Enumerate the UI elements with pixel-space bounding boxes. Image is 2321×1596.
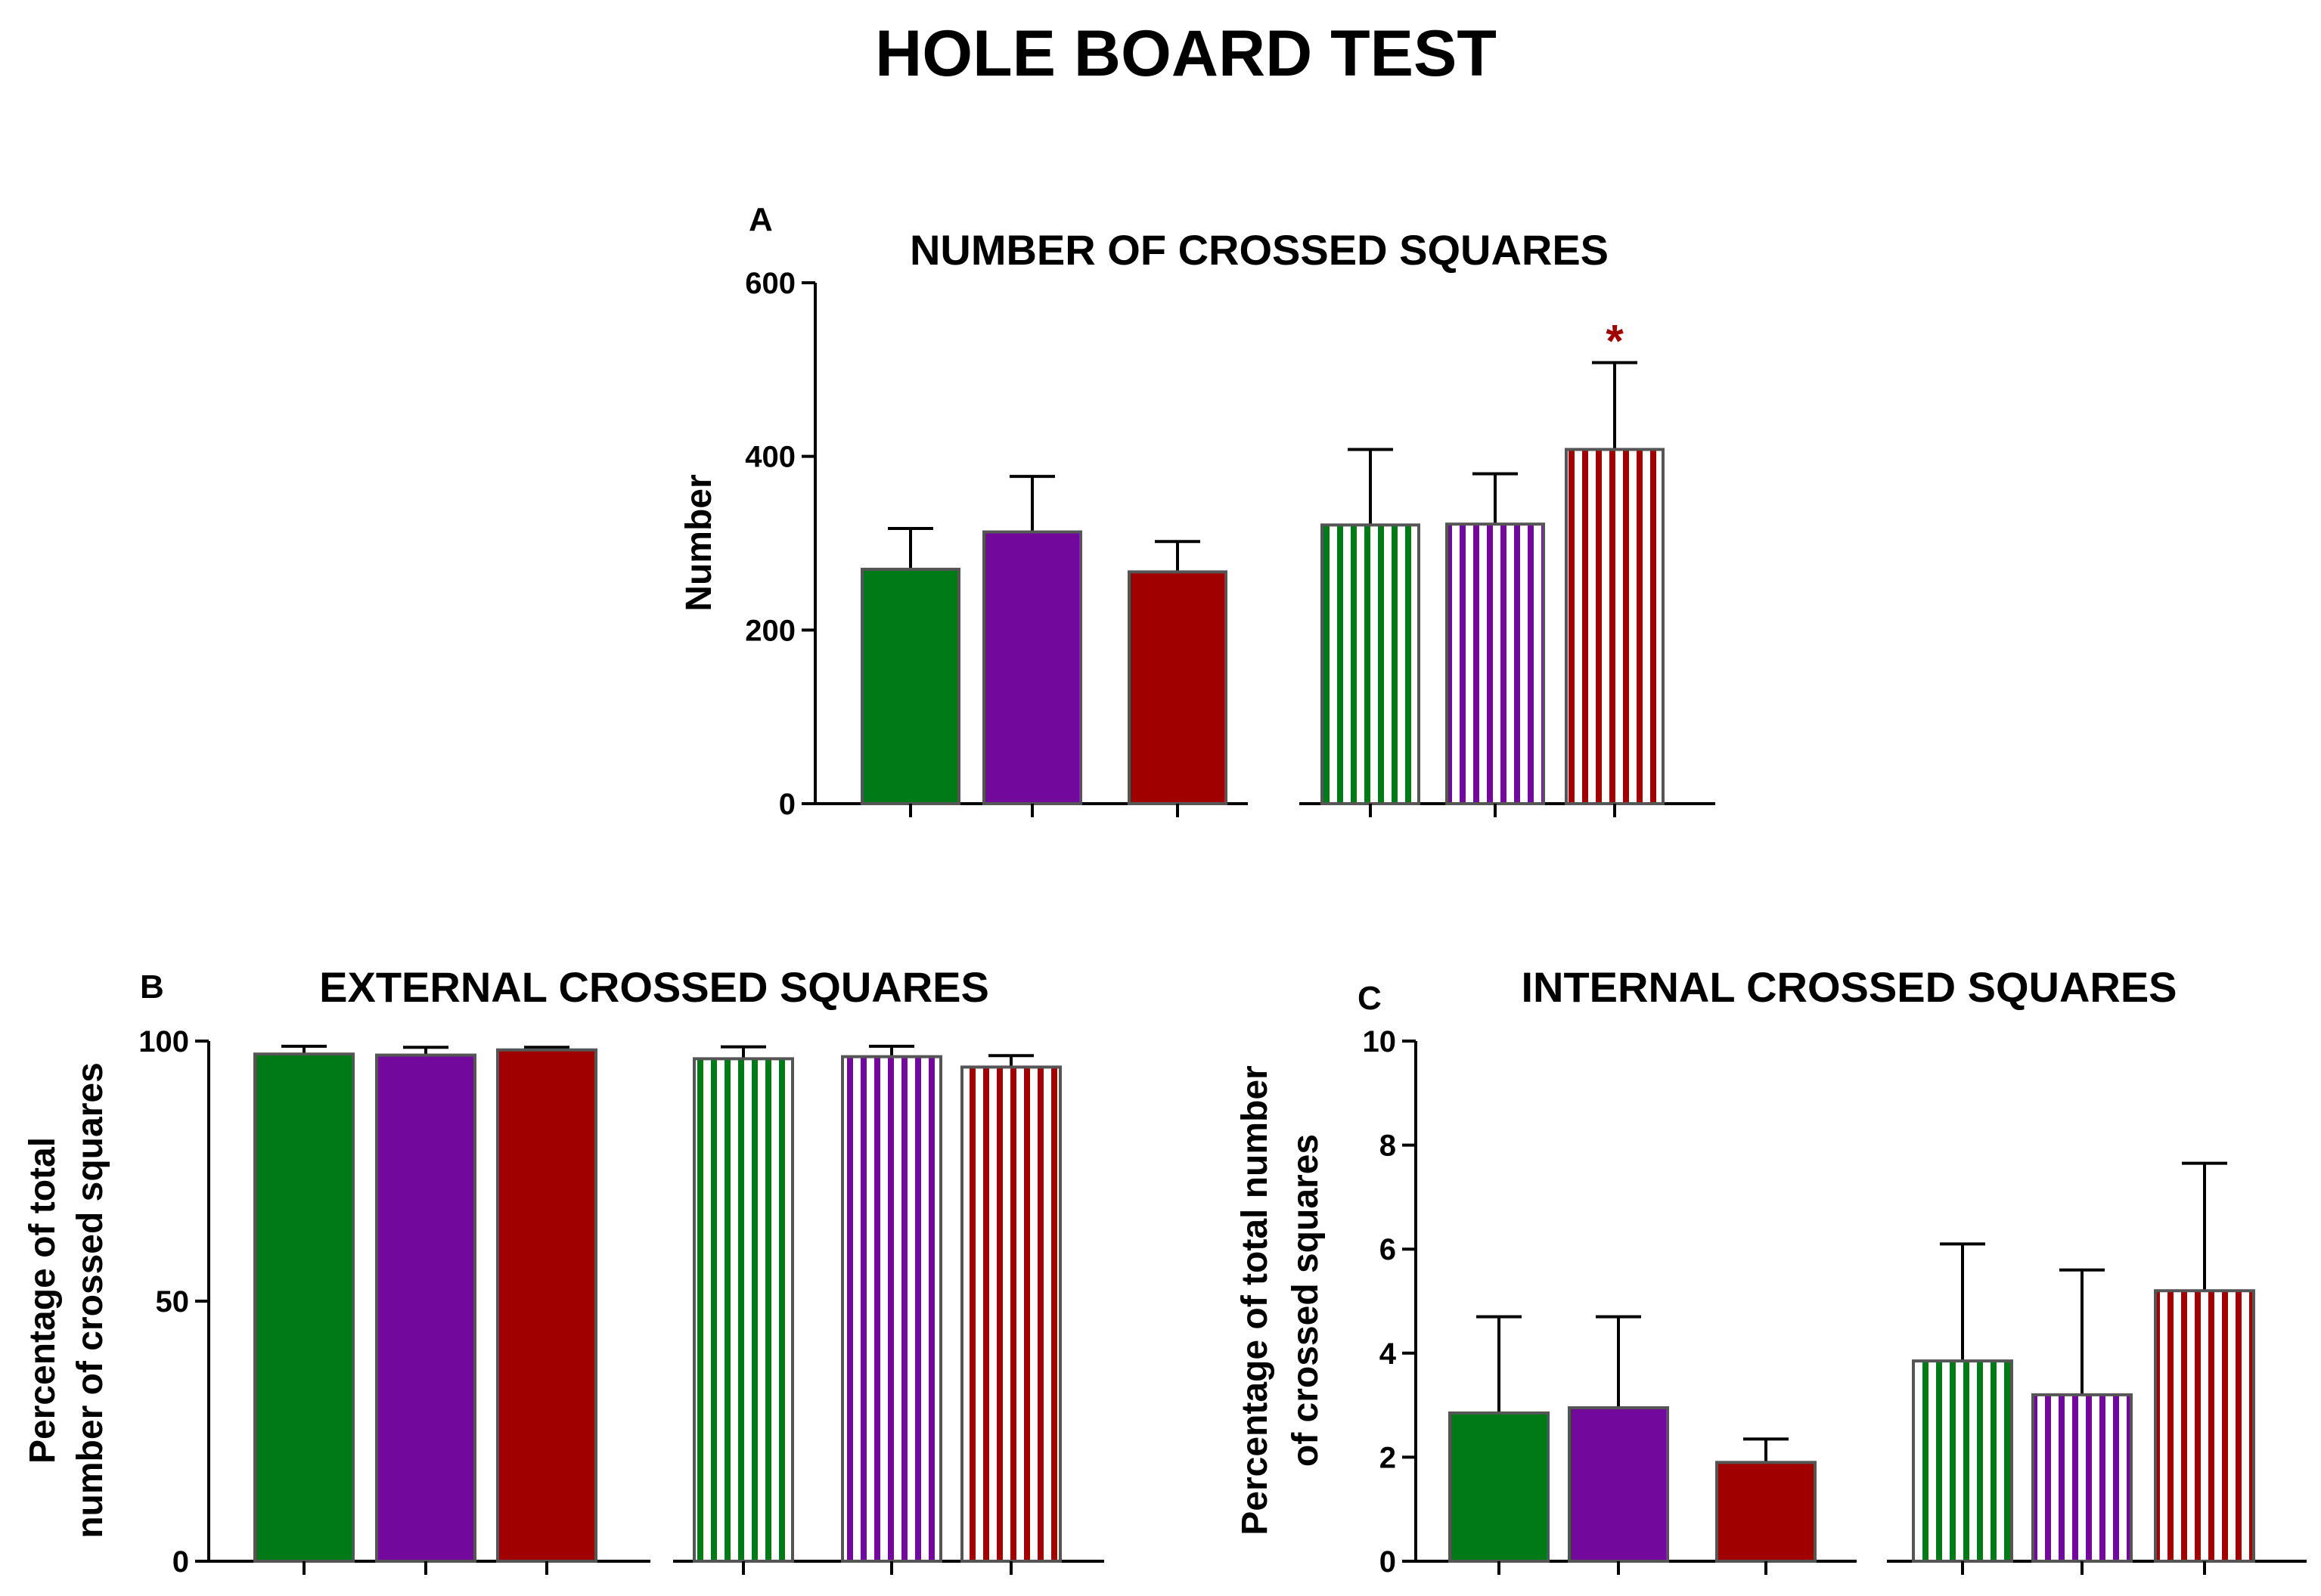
bar-striped-purple [841,1055,942,1563]
panel-a-number-of-crossed-squares: A NUMBER OF CROSSED SQUARES 0 200 400 600 Nu… [679,201,1715,821]
panel-a-title: NUMBER OF CROSSED SQUARES [910,226,1609,274]
bar-solid-green [253,1052,355,1563]
y-axis-label: Percentage of total [23,1137,63,1464]
y-tick-label: 10 [1363,1025,1397,1058]
y-tick-label: 100 [138,1025,189,1058]
bar-striped-green [1320,523,1420,805]
y-tick-label: 50 [156,1285,190,1319]
y-tick-label: 600 [745,267,796,300]
bar-solid-green [1448,1411,1550,1563]
bar-solid-purple [1568,1406,1669,1563]
panel-b-letter: B [140,968,164,1006]
bar-solid-purple [982,530,1082,805]
y-tick-label: 0 [1379,1545,1396,1579]
bar-solid-red [496,1048,597,1563]
y-tick-label: 400 [745,441,796,474]
y-tick-label: 2 [1379,1441,1396,1474]
bar-solid-red [1715,1461,1817,1563]
y-tick-label: 6 [1379,1233,1396,1266]
bar-striped-purple [1445,522,1545,806]
y-tick-label: 0 [779,788,796,821]
y-axis-label: Percentage of total number [1235,1065,1275,1535]
bar-solid-purple [375,1053,476,1563]
panel-c-internal-crossed-squares: C INTERNAL CROSSED SQUARES 0 2 4 6 8 10 Percen… [1235,963,2307,1579]
panel-a-letter: A [749,201,773,238]
y-axis-label: of crossed squares [1286,1134,1326,1467]
bar-striped-green [693,1057,794,1563]
panel-b-external-crossed-squares: B EXTERNAL CROSSED SQUARES 0 50 100 Percent… [23,963,1104,1579]
significance-star: * [1606,316,1624,367]
bar-striped-red [1565,448,1665,805]
y-tick-label: 0 [172,1545,189,1579]
bar-striped-green [1912,1359,2013,1563]
y-axis-label: Number [679,474,719,611]
bar-solid-red [1128,570,1227,806]
panel-c-title: INTERNAL CROSSED SQUARES [1521,963,2177,1011]
y-axis-label: number of crossed squares [70,1062,110,1539]
bar-solid-green [861,567,960,805]
bar-striped-red [2154,1289,2255,1563]
panel-b-title: EXTERNAL CROSSED SQUARES [319,963,989,1011]
bar-striped-purple [2031,1393,2133,1563]
y-tick-label: 4 [1379,1337,1397,1371]
y-tick-label: 8 [1379,1130,1396,1163]
bar-striped-red [960,1065,1062,1563]
figure-title: HOLE BOARD TEST [875,17,1497,90]
y-tick-label: 200 [745,614,796,647]
panel-c-letter: C [1358,980,1382,1017]
